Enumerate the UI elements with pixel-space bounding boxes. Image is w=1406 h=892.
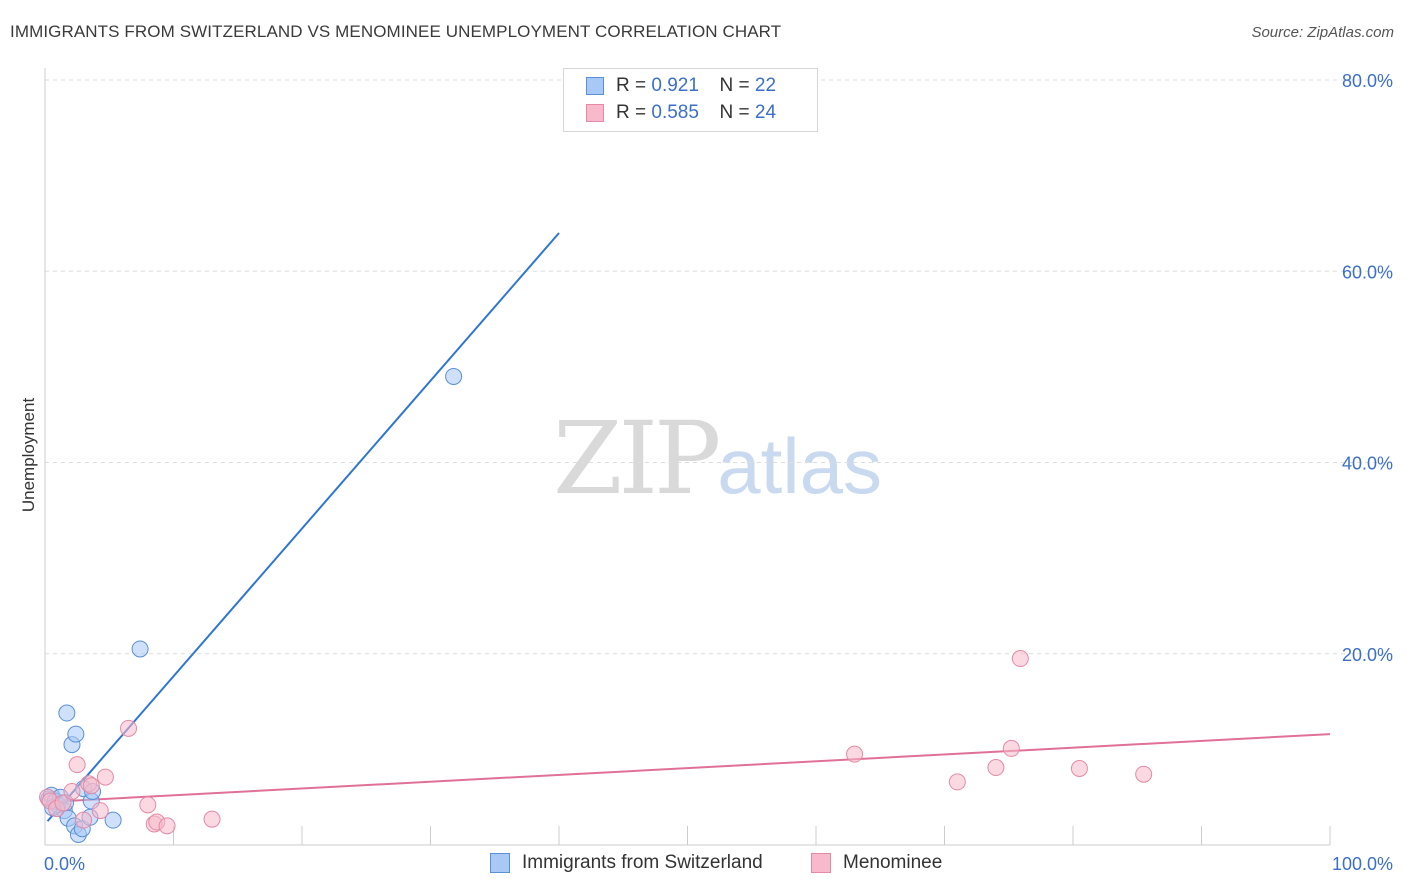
data-point [67,725,85,743]
y-tick-label: 40.0% [1342,454,1393,474]
data-point [1011,650,1029,668]
data-point [75,811,93,829]
data-point [846,745,864,763]
data-point [1135,765,1153,783]
grid-lines [45,79,1392,655]
data-point [1070,760,1088,777]
chart-title: IMMIGRANTS FROM SWITZERLAND VS MENOMINEE… [10,22,782,41]
trend-line-menominee [47,733,1331,803]
data-point [131,640,149,658]
data-point [54,794,72,812]
series-label-switzerland: Immigrants from Switzerland [522,852,763,873]
series-label-menominee: Menominee [843,852,943,873]
series-swatch-menominee [811,853,831,873]
legend-n-label: N = [719,102,750,123]
data-point [120,719,138,737]
data-point [63,782,81,800]
data-point [158,817,176,835]
data-point [139,796,157,814]
legend-n-value: 24 [754,102,777,123]
y-tick-label: 60.0% [1342,262,1393,282]
legend-swatch-menominee [586,104,604,122]
source-credit: Source: ZipAtlas.com [1251,24,1394,41]
data-point [68,756,86,774]
legend-n-label: N = [719,75,750,96]
axes [44,68,1331,846]
data-point [1002,739,1020,757]
data-point [948,773,966,791]
data-point [91,802,109,820]
y-tick-labels: 20.0% 40.0% 60.0% 80.0% [1342,71,1393,665]
data-point [445,367,463,385]
legend-swatch-switzerland [586,77,604,95]
series-menominee-points [39,650,1153,835]
data-point [987,759,1005,777]
data-point [104,811,122,829]
legend-n-value: 22 [754,75,777,96]
y-tick-label: 20.0% [1342,645,1393,665]
legend-row-switzerland: R = 0.921 N = 22 [586,75,776,97]
legend-row-menominee: R = 0.585 N = 24 [586,102,776,124]
legend-r-value: 0.921 [651,75,699,96]
data-point [58,704,76,722]
legend-r-label: R = [616,75,647,96]
series-legend-menominee: Menominee [811,852,942,874]
series-legend-switzerland: Immigrants from Switzerland [490,852,763,874]
correlation-legend: R = 0.921 N = 22 R = 0.585 N = 24 [563,68,818,132]
watermark: ZIPatlas [553,400,882,517]
series-legend: Immigrants from Switzerland Menominee [0,852,1406,878]
y-tick-label: 80.0% [1342,71,1393,91]
legend-r-label: R = [616,102,647,123]
x-tick-label: 0.0% [44,854,85,874]
data-points [39,367,1153,843]
y-axis-label: Unemployment [19,398,38,513]
watermark-atlas: atlas [717,422,883,510]
x-tick-label: 100.0% [1332,854,1393,874]
data-point [82,777,100,795]
series-swatch-switzerland [490,853,510,873]
watermark-zip: ZIP [553,400,721,517]
trend-lines [46,232,1331,822]
legend-r-value: 0.585 [651,102,699,123]
data-point [203,810,221,828]
x-tick-labels: 0.0% 100.0% [44,854,1393,874]
data-point [96,768,114,786]
